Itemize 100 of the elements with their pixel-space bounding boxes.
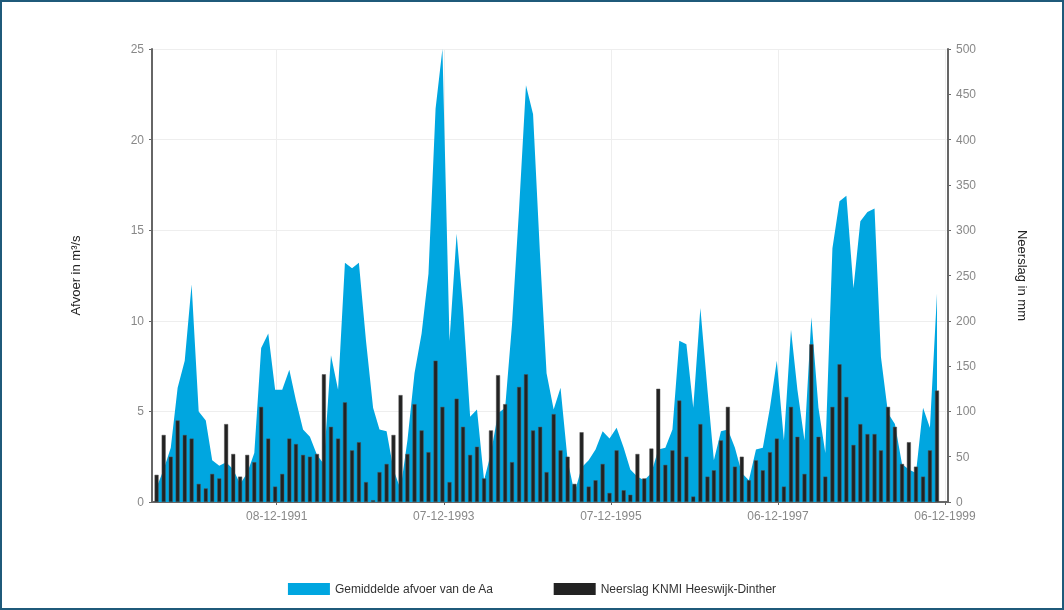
bar [921,476,926,502]
bar [510,462,515,502]
y-tick-label: 10 [130,313,145,328]
bar [830,406,835,502]
legend-label: Neerslag KNMI Heeswijk-Dinther [600,582,777,596]
bar [161,434,166,502]
y2-tick-label: 500 [956,42,977,56]
bar [551,414,556,502]
bar [398,395,403,502]
bar [363,482,368,502]
bar [767,452,772,502]
bar [725,406,730,502]
bar [217,478,222,502]
bar [851,444,856,502]
y-tick-label: 20 [130,132,145,147]
bar [886,406,891,502]
bar [621,490,626,502]
bar [280,473,285,502]
bar [565,456,570,502]
bar [878,450,883,502]
bar [419,430,424,502]
bar [746,480,751,502]
bar [691,496,696,502]
bar [189,438,194,502]
bar [865,434,870,502]
bar [732,466,737,502]
bar [412,404,417,502]
bar [433,360,438,502]
y2-axis-title: Neerslag in mm [1015,229,1030,322]
bar [426,452,431,502]
bar [203,488,208,502]
bar [677,400,682,502]
bar [586,486,591,502]
bar [663,464,668,502]
bar [684,456,689,502]
y2-tick-label: 0 [956,495,963,509]
bar [517,386,522,502]
bar [356,442,361,502]
bar [656,388,661,502]
bar [224,424,229,502]
bar [182,434,187,502]
bar [266,438,271,502]
bar [245,454,250,502]
bar [468,454,473,502]
y2-tick-label: 100 [956,404,977,419]
y2-tick-label: 50 [956,449,970,464]
bar [154,474,159,502]
bar [315,453,320,502]
bar [892,426,897,502]
bar [809,344,814,502]
bar [474,446,479,502]
y2-tick-label: 400 [956,132,977,147]
bar [447,482,452,502]
bar [196,483,201,502]
bar [273,486,278,502]
bar [350,450,355,502]
bar [168,456,173,502]
bar [454,398,459,502]
y-tick-label: 0 [137,495,145,509]
bar [210,473,215,502]
bar [718,440,723,502]
bar [342,402,347,502]
bar [858,424,863,502]
bar [614,450,619,502]
y2-tick-label: 300 [956,223,977,238]
x-tick-label: 07-12-1995 [580,509,642,523]
bar [328,426,333,502]
bar [558,450,563,502]
bar [872,434,877,502]
legend-label: Gemiddelde afvoer van de Aa [334,582,494,596]
bar [823,476,828,502]
bar [488,430,493,502]
bar [579,432,584,502]
bar [531,430,536,502]
bar [802,473,807,502]
bar [600,463,605,502]
bar [252,462,257,502]
bar [628,494,633,502]
x-tick-label: 07-12-1993 [413,509,475,523]
x-tick-label: 06-12-1999 [914,509,977,523]
bar [301,454,306,502]
bar [816,436,821,502]
bar [900,463,904,502]
bar [906,442,911,502]
bar [753,460,758,502]
bar [927,450,932,502]
bar [698,424,703,502]
bar [287,438,292,502]
bar [837,364,842,502]
bar [635,453,640,502]
bar [307,456,312,502]
bar [482,478,487,502]
bar [593,480,598,502]
bar [760,470,765,502]
bar [175,420,180,502]
y2-tick-label: 200 [956,313,977,328]
bar [774,438,779,502]
x-tick-label: 06-12-1997 [747,509,809,523]
y2-tick-label: 450 [956,87,977,102]
bar [321,374,326,502]
